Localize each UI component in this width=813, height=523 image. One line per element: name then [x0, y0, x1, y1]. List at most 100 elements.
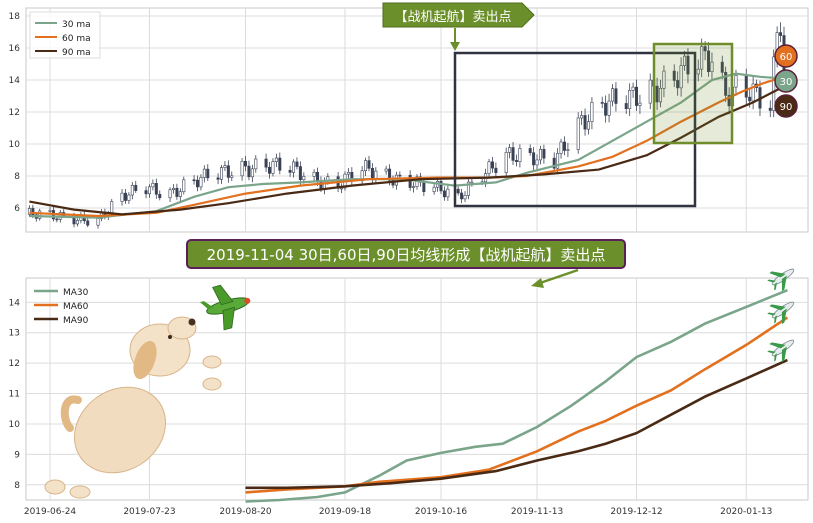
- candle-body: [27, 208, 31, 215]
- candle-body: [195, 179, 199, 188]
- candle-body: [110, 201, 114, 214]
- candle-body: [127, 194, 131, 201]
- candle-body: [772, 56, 776, 111]
- candle-body: [446, 188, 450, 198]
- candle-body: [700, 46, 704, 70]
- candle-body: [96, 218, 100, 226]
- candle-body: [490, 161, 494, 169]
- bottom-x-tick-label: 2019-12-12: [610, 507, 662, 517]
- plane-icon: [767, 301, 795, 325]
- top-callout-arrowhead: [450, 42, 460, 51]
- candle-body: [659, 87, 663, 103]
- candle-body: [134, 185, 138, 191]
- candle-body: [412, 186, 416, 188]
- top-callout-text: 【战机起航】卖出点: [394, 9, 511, 25]
- candle-body: [470, 181, 474, 184]
- plane-icon: [767, 339, 795, 363]
- candle-body: [295, 161, 299, 167]
- candle-body: [271, 161, 275, 174]
- candle-body: [466, 181, 470, 196]
- candle-body: [576, 117, 580, 150]
- bottom-legend: MA30 MA60 MA90: [34, 288, 89, 326]
- top-y-tick-label: 10: [9, 140, 21, 150]
- candle-body: [628, 90, 632, 110]
- plane-icon: [767, 268, 795, 292]
- candle-body: [199, 177, 203, 188]
- bottom-x-tick-label: 2019-11-13: [511, 507, 563, 517]
- candle-body: [518, 148, 522, 162]
- candle-body: [648, 79, 652, 104]
- candle-body: [247, 165, 251, 178]
- candle-body: [154, 182, 158, 195]
- candle-body: [631, 86, 635, 91]
- candle-body: [422, 181, 426, 193]
- badge-60-label: 60: [780, 52, 793, 63]
- candle-body: [580, 115, 584, 119]
- top-y-tick-label: 6: [14, 204, 20, 214]
- candle-body: [566, 149, 570, 151]
- candle-body: [278, 157, 282, 171]
- candle-body: [346, 171, 350, 175]
- bottom-y-tick-label: 12: [9, 359, 20, 369]
- candle-body: [672, 70, 676, 81]
- candle-body: [86, 220, 90, 226]
- bottom-x-tick-labels: 2019-06-24 2019-07-23 2019-08-20 2019-09-18…: [24, 507, 773, 517]
- bottom-ma-panel: 8 9 10 11 12 13 14 2019-06-24 2019-07-23 2019-08…: [9, 239, 809, 517]
- candle-body: [374, 170, 378, 179]
- candle-body: [268, 166, 272, 174]
- bottom-x-tick-label: 2019-09-18: [319, 507, 372, 517]
- candle-body: [147, 186, 151, 195]
- candle-body: [768, 107, 772, 111]
- candle-body: [655, 85, 659, 103]
- candle-body: [38, 210, 42, 219]
- bottom-y-tick-label: 13: [9, 329, 20, 339]
- candle-body: [720, 61, 724, 73]
- candle-body: [254, 158, 258, 170]
- candle-body: [123, 192, 127, 201]
- bottom-y-tick-label: 8: [14, 481, 20, 491]
- ma-badges: 60 30 90: [774, 44, 798, 118]
- badge-30: [774, 69, 798, 93]
- candle-body: [724, 72, 728, 96]
- candle-body: [316, 171, 320, 182]
- candle-body: [552, 157, 556, 169]
- candle-body: [264, 158, 268, 168]
- candle-body: [367, 160, 371, 169]
- candle-body: [528, 148, 532, 154]
- candle-body: [202, 168, 206, 178]
- badge-60: [774, 44, 798, 68]
- candle-body: [292, 161, 296, 173]
- candle-body: [439, 180, 443, 192]
- candle-body: [388, 168, 392, 181]
- candle-body: [727, 95, 731, 107]
- candle-body: [432, 186, 436, 193]
- candle-body: [216, 177, 220, 180]
- candle-body: [460, 192, 464, 200]
- bottom-y-tick-label: 14: [9, 298, 21, 308]
- candle-body: [302, 176, 306, 181]
- candle-body: [144, 190, 148, 195]
- top-y-tick-label: 16: [9, 44, 21, 54]
- top-callout: 【战机起航】卖出点: [382, 2, 535, 51]
- candle-body: [75, 220, 79, 225]
- candle-body: [535, 159, 539, 166]
- candle-body: [168, 189, 172, 199]
- candle-body: [748, 96, 752, 102]
- top-legend: 30 ma 60 ma 90 ma: [29, 11, 101, 59]
- top-y-tick-label: 14: [9, 76, 21, 86]
- candle-body: [734, 75, 738, 88]
- candle-body: [48, 210, 52, 212]
- candle-body: [250, 168, 254, 178]
- candle-body: [586, 121, 590, 130]
- candle-body: [398, 174, 402, 177]
- candle-body: [635, 86, 639, 106]
- candle-body: [31, 208, 35, 216]
- top-series-line-30ma: [29, 72, 781, 219]
- candle-body: [696, 68, 700, 75]
- candle-body: [487, 161, 491, 174]
- candle-body: [158, 193, 162, 199]
- candle-body: [511, 147, 515, 161]
- badge-30-label: 30: [780, 77, 793, 88]
- candle-body: [192, 179, 196, 182]
- bottom-moving-average-lines: [245, 288, 789, 503]
